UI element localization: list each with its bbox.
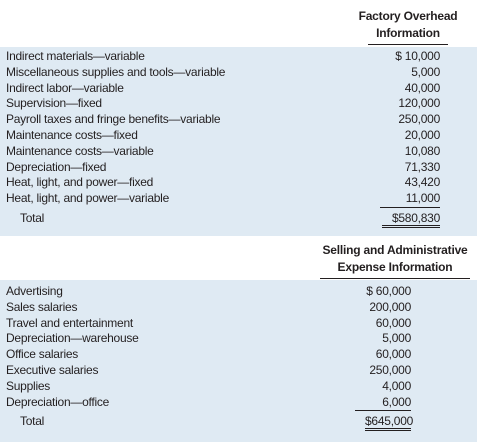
row-amount: 43,420 xyxy=(404,175,440,190)
row-amount: 20,000 xyxy=(404,127,440,142)
row-amount: 250,000 xyxy=(398,112,440,127)
row-label: Advertising xyxy=(6,284,63,298)
row-amount: 60,000 xyxy=(375,347,411,362)
row-label: Maintenance costs—fixed xyxy=(6,127,138,142)
table-row: Payroll taxes and fringe benefits—variab… xyxy=(0,112,477,128)
total-row: Total $580,830 xyxy=(0,210,477,228)
table-row: Depreciation—office 6,000 xyxy=(0,394,477,412)
selling-admin-header-line1: Selling and Administrative xyxy=(322,243,468,257)
factory-overhead-column-header: Factory Overhead Information xyxy=(356,8,460,45)
row-amount: $ 10,000 xyxy=(395,49,440,63)
row-label: Heat, light, and power—variable xyxy=(6,191,170,206)
table-row: Maintenance costs—fixed 20,000 xyxy=(0,128,477,144)
row-label: Supervision—fixed xyxy=(6,96,102,111)
table-row: Office salaries 60,000 xyxy=(0,347,477,363)
table-row: Indirect labor—variable 40,000 xyxy=(0,81,477,97)
table-row: Miscellaneous supplies and tools—variabl… xyxy=(0,65,477,81)
factory-overhead-header-rule xyxy=(368,44,448,45)
selling-admin-header-band xyxy=(0,236,477,280)
total-label: Total xyxy=(20,414,45,429)
row-amount: 10,080 xyxy=(404,143,440,158)
factory-overhead-header-line1: Factory Overhead xyxy=(358,9,458,23)
row-label: Travel and entertainment xyxy=(6,315,133,330)
row-amount: 6,000 xyxy=(355,395,411,412)
row-label: Depreciation—warehouse xyxy=(6,331,139,346)
row-amount: 200,000 xyxy=(369,299,411,314)
row-amount: 71,330 xyxy=(404,159,440,174)
row-label: Payroll taxes and fringe benefits—variab… xyxy=(6,112,221,127)
row-label: Supplies xyxy=(6,378,51,393)
total-label: Total xyxy=(20,210,45,225)
total-row: Total $645,000 xyxy=(0,414,477,432)
row-amount: 250,000 xyxy=(369,362,411,377)
row-label: Office salaries xyxy=(6,347,79,362)
table-row: Depreciation—warehouse 5,000 xyxy=(0,331,477,347)
factory-overhead-header-band xyxy=(0,0,477,47)
factory-overhead-header-line2: Information xyxy=(376,26,440,40)
row-label: Depreciation—fixed xyxy=(6,159,107,174)
row-amount: 60,000 xyxy=(375,315,411,330)
table-row: Travel and entertainment 60,000 xyxy=(0,316,477,332)
row-label: Indirect labor—variable xyxy=(6,80,124,95)
row-amount: 40,000 xyxy=(404,80,440,95)
row-amount: $ 60,000 xyxy=(366,284,411,298)
selling-admin-header-line2: Expense Information xyxy=(337,260,453,274)
row-label: Miscellaneous supplies and tools—variabl… xyxy=(6,64,226,79)
total-amount: $580,830 xyxy=(382,211,440,228)
table-row: Sales salaries 200,000 xyxy=(0,300,477,316)
total-amount: $645,000 xyxy=(365,414,413,432)
table-row: Depreciation—fixed 71,330 xyxy=(0,160,477,176)
selling-admin-rows: Advertising $ 60,000 Sales salaries 200,… xyxy=(0,284,477,432)
factory-overhead-body-band xyxy=(0,47,477,236)
row-label: Heat, light, and power—fixed xyxy=(6,175,154,190)
row-amount: 5,000 xyxy=(411,64,440,79)
row-label: Sales salaries xyxy=(6,299,78,314)
factory-overhead-rows: Indirect materials—variable $ 10,000 Mis… xyxy=(0,49,477,228)
table-row: Supervision—fixed 120,000 xyxy=(0,96,477,112)
row-amount: 4,000 xyxy=(382,378,411,393)
table-row: Supplies 4,000 xyxy=(0,379,477,395)
table-row: Heat, light, and power—fixed 43,420 xyxy=(0,175,477,191)
row-label: Maintenance costs—variable xyxy=(6,143,154,158)
row-label: Depreciation—office xyxy=(6,394,110,409)
selling-admin-column-header: Selling and Administrative Expense Infor… xyxy=(320,242,470,279)
selling-admin-section: Selling and Administrative Expense Infor… xyxy=(0,236,477,442)
table-row: Advertising $ 60,000 xyxy=(0,284,477,300)
selling-admin-body-band xyxy=(0,280,477,442)
table-row: Indirect materials—variable $ 10,000 xyxy=(0,49,477,65)
row-amount: 5,000 xyxy=(382,331,411,346)
table-row: Maintenance costs—variable 10,080 xyxy=(0,144,477,160)
selling-admin-header-rule xyxy=(320,278,470,279)
factory-overhead-section: Factory Overhead Information Indirect ma… xyxy=(0,0,477,236)
table-row: Heat, light, and power—variable 11,000 xyxy=(0,191,477,208)
table-row: Executive salaries 250,000 xyxy=(0,363,477,379)
row-amount: 11,000 xyxy=(380,191,440,208)
row-label: Executive salaries xyxy=(6,362,99,377)
row-label: Indirect materials—variable xyxy=(6,49,145,63)
row-amount: 120,000 xyxy=(398,96,440,111)
